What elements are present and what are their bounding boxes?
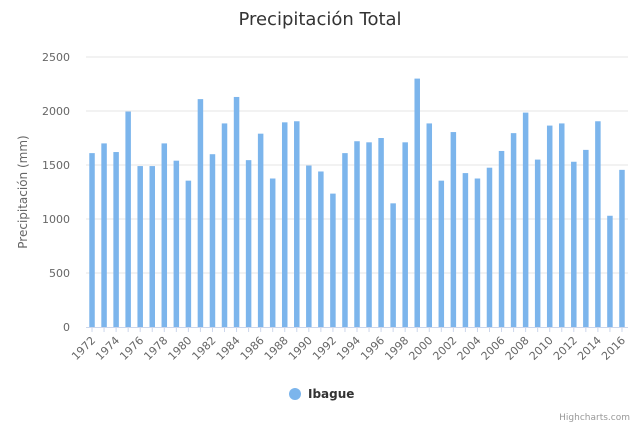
x-tick-label: 2002 <box>430 334 459 363</box>
bar[interactable] <box>607 215 613 327</box>
bar[interactable] <box>462 173 469 327</box>
x-tick-label: 2000 <box>406 334 435 363</box>
bar[interactable] <box>245 160 252 327</box>
bar[interactable] <box>149 166 155 327</box>
bar[interactable] <box>450 132 457 327</box>
bar[interactable] <box>426 123 433 327</box>
bar[interactable] <box>534 159 541 327</box>
bar[interactable] <box>294 121 300 327</box>
bar[interactable] <box>197 99 204 328</box>
x-tick-label: 2006 <box>479 334 508 363</box>
x-tick-label: 2014 <box>575 334 604 363</box>
x-tick-label: 2010 <box>527 334 556 363</box>
bar[interactable] <box>125 111 131 327</box>
x-tick-label: 1988 <box>262 334 291 363</box>
x-tick-label: 1974 <box>93 334 122 363</box>
bar[interactable] <box>474 178 481 328</box>
bar[interactable] <box>414 78 420 327</box>
bar[interactable] <box>546 125 553 327</box>
bar[interactable] <box>101 143 107 327</box>
x-tick-label: 2008 <box>503 334 532 363</box>
x-tick-label: 1982 <box>190 334 219 363</box>
bar[interactable] <box>137 166 143 327</box>
x-tick-label: 1972 <box>69 334 98 363</box>
bar[interactable] <box>390 203 396 327</box>
bar[interactable] <box>185 180 192 327</box>
bar[interactable] <box>257 133 264 327</box>
bar[interactable] <box>233 96 240 328</box>
bar[interactable] <box>330 193 336 327</box>
x-axis-ticks: 1972197419761978198019821984198619881990… <box>69 327 628 363</box>
x-tick-label: 1978 <box>141 334 170 363</box>
x-tick-label: 1994 <box>334 334 363 363</box>
bar[interactable] <box>113 152 119 327</box>
bar[interactable] <box>619 169 625 327</box>
x-tick-label: 1976 <box>117 334 146 363</box>
bar[interactable] <box>522 112 529 328</box>
x-tick-label: 2012 <box>551 334 580 363</box>
x-tick-label: 2016 <box>599 334 628 363</box>
x-tick-label: 1998 <box>382 334 411 363</box>
legend[interactable]: Ibague <box>289 387 354 401</box>
bar[interactable] <box>498 150 505 327</box>
y-tick-label: 0 <box>63 321 70 334</box>
bar[interactable] <box>571 161 577 327</box>
bar[interactable] <box>306 165 312 327</box>
bar[interactable] <box>221 123 228 327</box>
bar[interactable] <box>583 149 589 327</box>
credits-link[interactable]: Highcharts.com <box>559 413 630 423</box>
bar[interactable] <box>510 133 517 327</box>
bar[interactable] <box>318 171 324 327</box>
bars <box>89 78 625 328</box>
bar[interactable] <box>378 138 384 327</box>
bar[interactable] <box>595 121 601 327</box>
bar[interactable] <box>281 122 288 327</box>
bar[interactable] <box>173 160 180 327</box>
x-tick-label: 1992 <box>310 334 339 363</box>
x-tick-label: 1986 <box>238 334 267 363</box>
x-tick-label: 1984 <box>214 334 243 363</box>
y-tick-label: 1500 <box>42 159 70 172</box>
chart-title: Precipitación Total <box>238 9 401 30</box>
y-axis-ticks: 0 500 1000 1500 2000 2500 <box>42 51 70 334</box>
legend-label[interactable]: Ibague <box>308 387 354 401</box>
y-tick-label: 2000 <box>42 105 70 118</box>
x-tick-label: 2004 <box>455 334 484 363</box>
bar[interactable] <box>342 153 348 327</box>
bar[interactable] <box>209 154 216 327</box>
bar[interactable] <box>354 141 360 327</box>
bar[interactable] <box>161 143 168 327</box>
x-tick-label: 1980 <box>166 334 195 363</box>
bar[interactable] <box>89 153 95 327</box>
x-tick-label: 1996 <box>358 334 387 363</box>
y-tick-label: 500 <box>49 267 70 280</box>
y-axis-label: Precipitación (mm) <box>16 135 30 248</box>
bar[interactable] <box>438 180 445 327</box>
x-tick-label: 1990 <box>286 334 315 363</box>
bar[interactable] <box>486 167 493 327</box>
bar[interactable] <box>402 142 408 327</box>
bar[interactable] <box>366 142 372 327</box>
y-tick-label: 1000 <box>42 213 70 226</box>
bar[interactable] <box>559 123 565 327</box>
y-tick-label: 2500 <box>42 51 70 64</box>
bar[interactable] <box>269 178 276 328</box>
legend-marker <box>289 388 301 400</box>
